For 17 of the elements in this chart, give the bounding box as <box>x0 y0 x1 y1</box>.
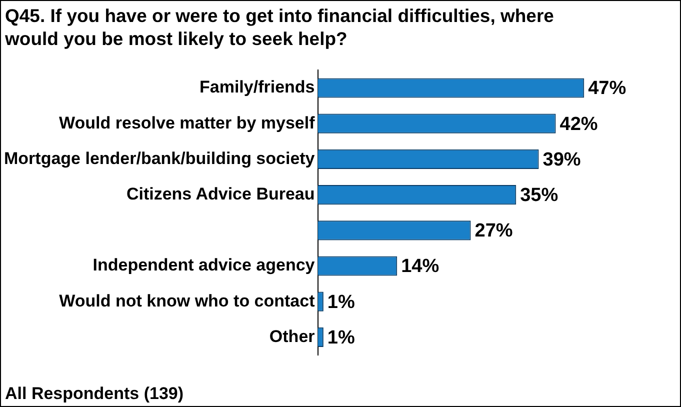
y-tick-label: Independent advice agency <box>92 256 316 275</box>
data-label: 1% <box>327 292 355 313</box>
data-label: 47% <box>588 78 626 100</box>
y-tick-label: Family/friends <box>200 78 315 97</box>
y-tick-label: Would not know who to contact <box>59 291 316 310</box>
y-tick-label: Other <box>269 326 316 346</box>
y-tick-label: Citizens Advice Bureau <box>126 184 315 204</box>
data-label: 27% <box>474 220 513 242</box>
y-tick-label: Would resolve matter by myself <box>59 113 316 132</box>
data-label: 39% <box>542 149 581 170</box>
data-label: 1% <box>327 327 355 348</box>
data-label: 14% <box>401 256 440 278</box>
text: All Respondents (139) <box>5 384 184 404</box>
data-label: 42% <box>560 114 598 135</box>
y-tick-label: Mortgage lender/bank/building society <box>4 148 316 168</box>
data-label: 35% <box>520 185 558 206</box>
chart-title: Q45. If you have or were to get into financial difficulties, where would you be most likely to seek help? <box>5 4 555 50</box>
